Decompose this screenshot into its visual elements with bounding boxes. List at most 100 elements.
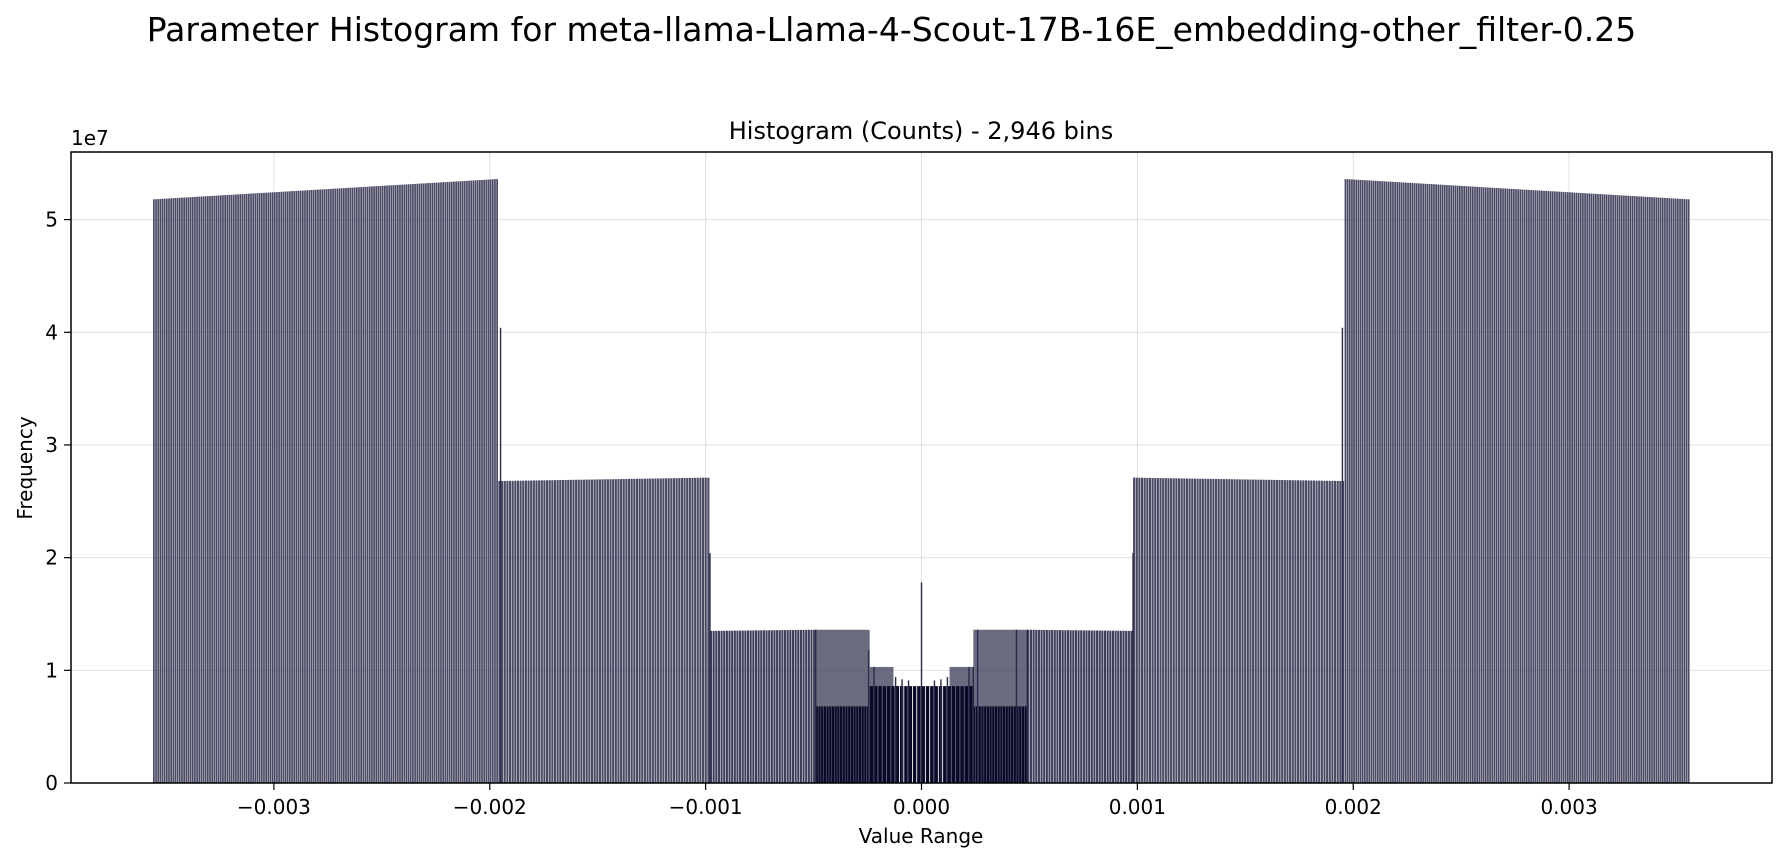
- histogram-bar: [232, 194, 235, 784]
- histogram-bar: [1053, 630, 1056, 783]
- histogram-bar: [1409, 182, 1412, 783]
- histogram-bar: [178, 197, 181, 784]
- histogram-bar: [416, 183, 419, 784]
- histogram-bar: [496, 179, 498, 784]
- histogram-bar: [1528, 189, 1530, 784]
- histogram-bar: [1586, 193, 1589, 783]
- histogram-bar: [670, 478, 673, 783]
- histogram-bar: [1405, 182, 1407, 783]
- histogram-bar: [353, 187, 356, 783]
- histogram-bar: [715, 630, 718, 783]
- histogram-bar: [325, 189, 328, 784]
- histogram-bar: [593, 479, 596, 783]
- histogram-bars: [153, 179, 1690, 784]
- histogram-bar: [276, 192, 278, 783]
- histogram-bar: [1154, 477, 1157, 783]
- y-tick-label: 1: [45, 658, 58, 682]
- histogram-bar: [319, 189, 321, 784]
- histogram-bar: [1289, 480, 1292, 783]
- histogram-bar: [869, 686, 874, 783]
- histogram-bar: [1491, 187, 1494, 783]
- histogram-bar: [1679, 198, 1681, 783]
- histogram-bar: [1484, 187, 1487, 784]
- histogram-bar: [1299, 480, 1302, 783]
- histogram-bar: [829, 706, 832, 783]
- histogram-bar: [672, 478, 676, 783]
- figure-suptitle: Parameter Histogram for meta-llama-Llama…: [146, 10, 1637, 49]
- histogram-bar: [633, 478, 636, 783]
- histogram-bar: [1348, 179, 1351, 783]
- histogram-bar: [1549, 191, 1552, 783]
- histogram-bar: [657, 478, 660, 783]
- histogram-bar: [524, 480, 527, 783]
- histogram-bar: [1659, 197, 1662, 783]
- histogram-bar: [1681, 198, 1684, 783]
- histogram-bar: [654, 478, 657, 783]
- histogram-bar: [625, 478, 628, 783]
- histogram-bar: [853, 706, 856, 783]
- histogram-bar: [1642, 196, 1645, 783]
- histogram-bar: [598, 479, 602, 783]
- histogram-bar: [375, 186, 378, 783]
- histogram-bar: [1446, 185, 1448, 783]
- histogram-bar: [219, 195, 222, 784]
- histogram-bar: [1532, 190, 1535, 784]
- histogram-bar: [461, 181, 464, 783]
- histogram-bar: [321, 189, 324, 784]
- histogram-bar: [688, 477, 691, 783]
- histogram-bar: [612, 479, 615, 783]
- histogram-bar: [1291, 480, 1294, 783]
- histogram-bar: [1648, 197, 1651, 783]
- histogram-spike: [1026, 629, 1028, 783]
- histogram-bar: [951, 686, 956, 783]
- histogram-bar: [1372, 180, 1375, 783]
- histogram-bar: [831, 706, 835, 783]
- chart-title: Histogram (Counts) - 2,946 bins: [729, 117, 1114, 145]
- histogram-bar: [733, 630, 736, 783]
- histogram-bar: [1674, 198, 1677, 783]
- histogram-bar: [1278, 479, 1281, 783]
- histogram-bar: [665, 478, 668, 783]
- histogram-bar: [1310, 480, 1313, 783]
- histogram-bar: [794, 629, 797, 783]
- histogram-bar: [1493, 187, 1496, 783]
- histogram-bar: [481, 179, 483, 783]
- histogram-spike: [968, 666, 970, 783]
- histogram-bar: [1027, 629, 1030, 783]
- histogram-bar: [1625, 195, 1627, 784]
- histogram-bar: [1037, 629, 1040, 783]
- histogram-bar: [680, 478, 683, 783]
- histogram-bar: [1398, 182, 1401, 783]
- histogram-bar: [739, 630, 742, 783]
- histogram-bar: [1346, 179, 1349, 783]
- histogram-bar: [1515, 189, 1517, 784]
- histogram-bar: [760, 630, 763, 783]
- histogram-bar: [1043, 629, 1046, 783]
- histogram-bar: [390, 185, 393, 783]
- histogram-bar: [1454, 185, 1457, 783]
- histogram-bar: [1474, 186, 1476, 783]
- histogram-bar: [1534, 190, 1537, 783]
- histogram-bar: [964, 686, 969, 783]
- histogram-bar: [1191, 478, 1194, 783]
- histogram-bar: [1450, 185, 1453, 783]
- histogram-bar: [1164, 478, 1167, 783]
- histogram-bar: [468, 180, 470, 783]
- histogram-bar: [968, 686, 973, 783]
- histogram-bar: [1465, 186, 1468, 783]
- histogram-bar: [1562, 191, 1565, 783]
- histogram-bar: [293, 191, 296, 783]
- histogram-bar: [1016, 706, 1019, 783]
- histogram-bar: [323, 189, 326, 784]
- histogram-bar: [1374, 180, 1377, 783]
- histogram-bar: [1212, 478, 1215, 783]
- histogram-bar: [511, 480, 514, 783]
- histogram-bar: [1646, 196, 1649, 783]
- histogram-spike: [972, 666, 975, 783]
- histogram-bar: [783, 630, 787, 783]
- histogram-bar: [1066, 630, 1070, 783]
- histogram-bar: [1281, 480, 1284, 783]
- histogram-bar: [433, 182, 436, 783]
- histogram-bar: [921, 686, 925, 783]
- histogram-bar: [1601, 194, 1604, 783]
